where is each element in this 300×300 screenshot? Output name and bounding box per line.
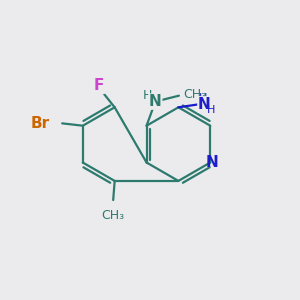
Text: H: H <box>199 94 207 103</box>
Text: F: F <box>93 78 104 93</box>
Text: N: N <box>206 155 218 170</box>
Text: Br: Br <box>30 116 50 131</box>
Text: N: N <box>198 97 211 112</box>
Text: H: H <box>142 89 152 102</box>
Text: H: H <box>207 105 215 115</box>
Text: CH₃: CH₃ <box>183 88 206 101</box>
Text: N: N <box>149 94 162 109</box>
Text: CH₃: CH₃ <box>102 209 125 222</box>
